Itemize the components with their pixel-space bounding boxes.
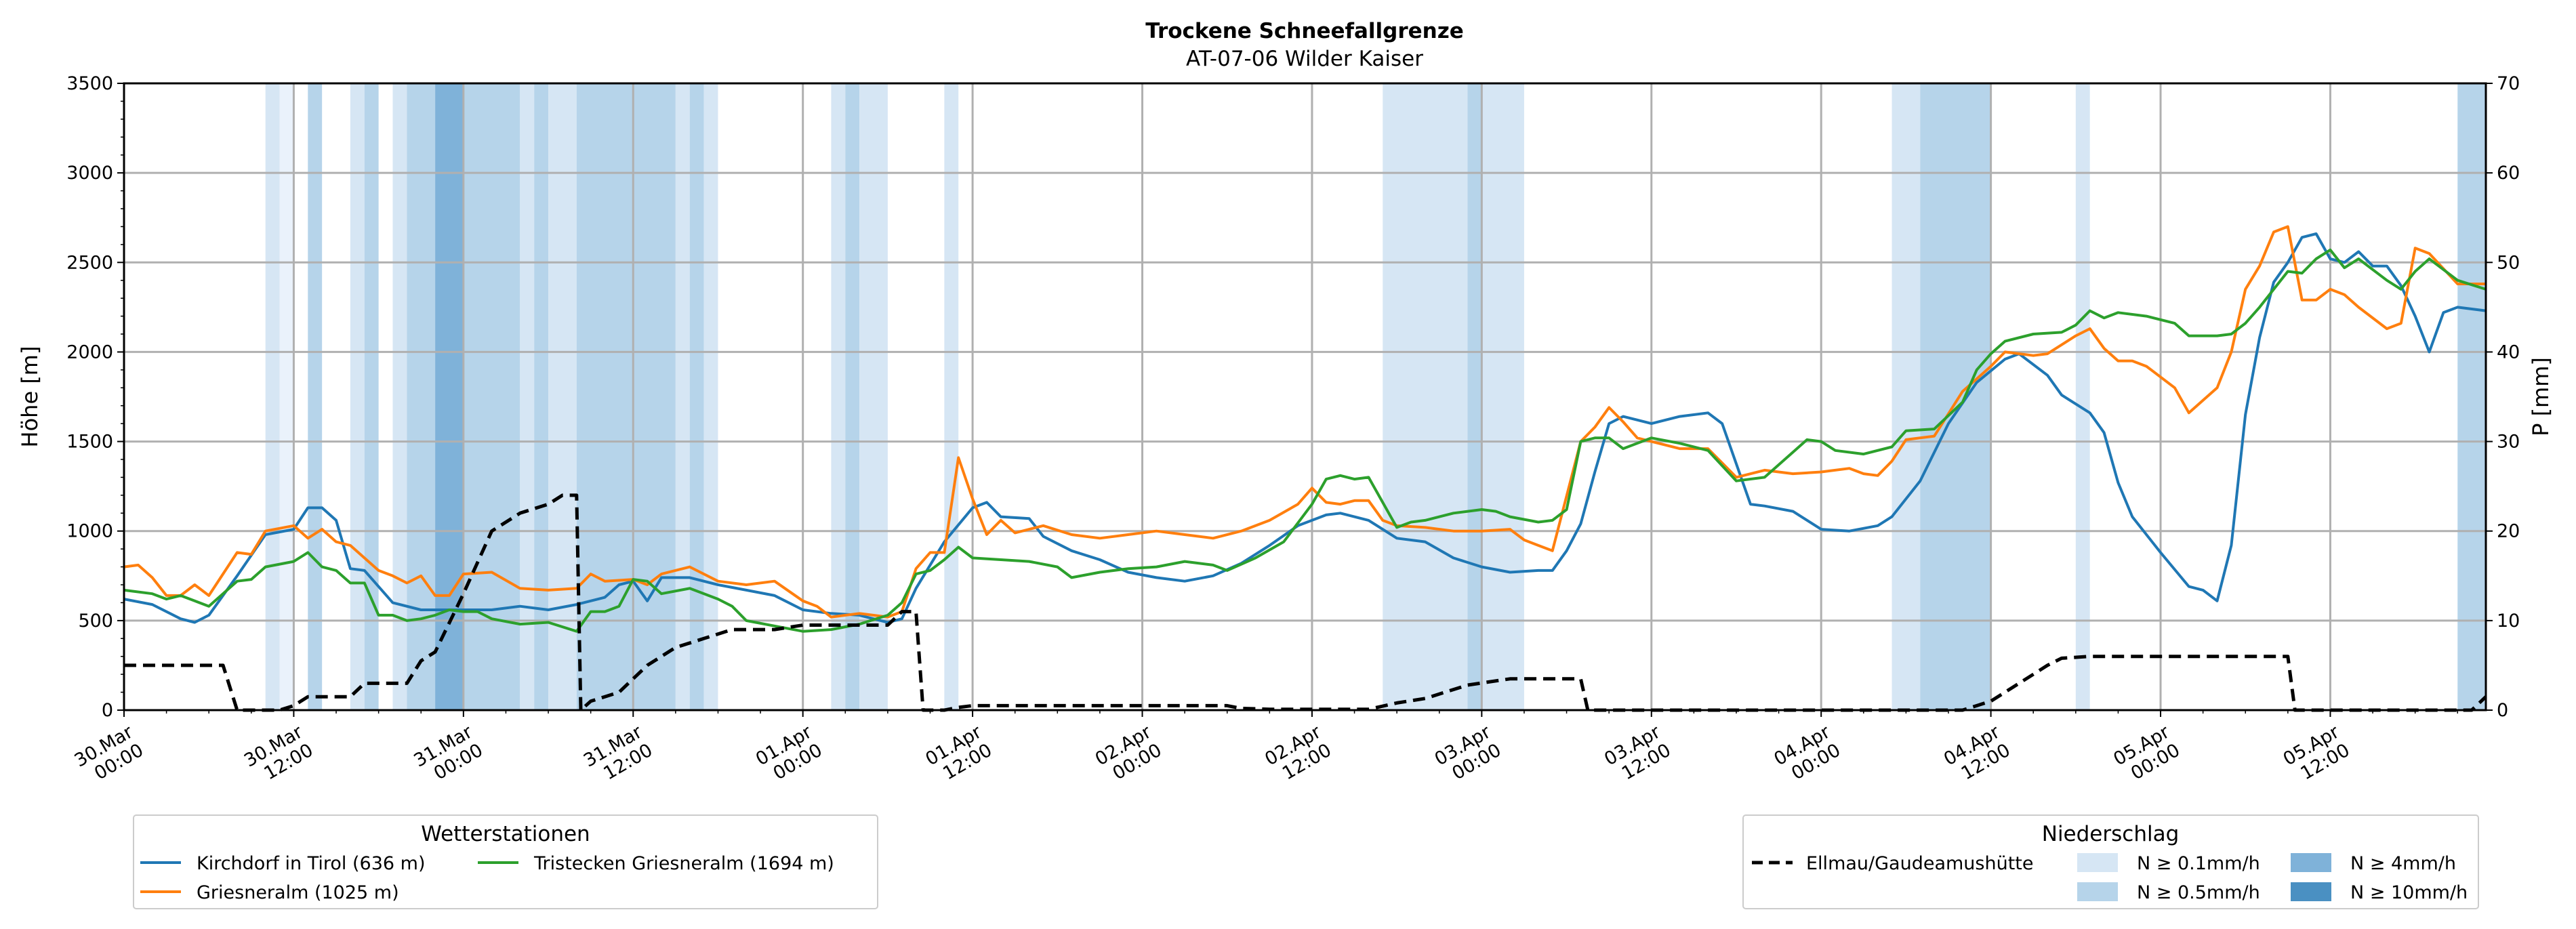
- precipitation-bands: [265, 83, 2486, 710]
- precip-band-20: [1383, 83, 1468, 710]
- precip-band-4: [364, 83, 379, 710]
- series-line-1: [123, 225, 2486, 619]
- precip-band-7: [435, 83, 464, 710]
- y-tick-label-0: 0: [102, 700, 113, 721]
- y-tick-label-1: 500: [78, 611, 113, 632]
- precip-band-24: [1920, 83, 1991, 710]
- y2-tick-label-1: 10: [2497, 611, 2520, 632]
- chart-title: Trockene Schneefallgrenze: [1145, 19, 1464, 43]
- y2-axis-label: P [mm]: [2528, 357, 2554, 436]
- legend-swatch-precip-0.5: [2077, 882, 2118, 901]
- y2-tick-label-3: 30: [2497, 432, 2520, 453]
- precip-band-0: [265, 83, 280, 710]
- precip-band-19: [944, 83, 959, 710]
- precip-band-5: [392, 83, 407, 710]
- precip-band-6: [407, 83, 436, 710]
- precip-band-17: [845, 83, 860, 710]
- y-tick-label-6: 3000: [66, 163, 113, 184]
- y-tick-label-2: 1000: [66, 521, 113, 542]
- y2-tick-label-4: 40: [2497, 342, 2520, 363]
- legend-label-precip-0.1: N ≥ 0.1mm/h: [2137, 853, 2260, 874]
- legend-label-ellmau: Ellmau/Gaudeamushütte: [1806, 853, 2033, 874]
- legend-swatch-precip-0.1: [2077, 853, 2118, 872]
- precip-band-22: [1481, 83, 1524, 710]
- y2-tick-label-7: 70: [2497, 73, 2520, 94]
- precip-band-14: [689, 83, 704, 710]
- precip-band-21: [1467, 83, 1482, 710]
- legend-niederschlag: Niederschlag Ellmau/Gaudeamushütte N ≥ 0…: [1742, 814, 2479, 909]
- legend-wetterstationen: Wetterstationen Kirchdorf in Tirol (636 …: [133, 814, 878, 909]
- legend-label-precip-10: N ≥ 10mm/h: [2350, 882, 2468, 903]
- precip-band-26: [2457, 83, 2486, 710]
- legend-label-griesneralm: Griesneralm (1025 m): [197, 882, 399, 903]
- chart-subtitle: AT-07-06 Wilder Kaiser: [1186, 47, 1423, 71]
- precip-band-15: [703, 83, 718, 710]
- precip-band-1: [279, 83, 294, 710]
- series-line-3: [124, 493, 2487, 712]
- precip-band-25: [2075, 83, 2090, 710]
- y2-tick-label-5: 50: [2497, 252, 2520, 273]
- legend-label-tristecken: Tristecken Griesneralm (1694 m): [533, 853, 834, 874]
- precip-band-18: [859, 83, 888, 710]
- y-tick-label-4: 2000: [66, 342, 113, 363]
- y-tick-label-7: 3500: [66, 73, 113, 94]
- y-tick-label-3: 1500: [66, 432, 113, 453]
- legend-wetterstationen-title: Wetterstationen: [421, 822, 590, 846]
- precip-band-10: [534, 83, 549, 710]
- precip-band-12: [576, 83, 676, 710]
- legend-niederschlag-title: Niederschlag: [2042, 822, 2180, 846]
- precip-band-3: [350, 83, 365, 710]
- legend-label-kirchdorf: Kirchdorf in Tirol (636 m): [197, 853, 425, 874]
- plot-frame: [123, 82, 2487, 711]
- precip-band-2: [308, 83, 323, 710]
- series-line-0: [123, 232, 2487, 624]
- legend-swatch-precip-10: [2291, 882, 2331, 901]
- legend-label-precip-0.5: N ≥ 0.5mm/h: [2137, 882, 2260, 903]
- precip-band-8: [463, 83, 520, 710]
- legend-label-precip-4: N ≥ 4mm/h: [2350, 853, 2456, 874]
- series-line-2: [123, 248, 2487, 633]
- y2-tick-label-0: 0: [2497, 700, 2508, 721]
- y2-tick-label-2: 20: [2497, 521, 2520, 542]
- legend-swatch-precip-4: [2291, 853, 2331, 872]
- precip-band-16: [831, 83, 846, 710]
- precip-band-9: [520, 83, 535, 710]
- precip-band-11: [548, 83, 577, 710]
- y2-tick-label-6: 60: [2497, 163, 2520, 184]
- precip-band-23: [1892, 83, 1921, 710]
- series-lines: [123, 225, 2487, 712]
- y-axis-label: Höhe [m]: [17, 346, 43, 448]
- y-tick-label-5: 2500: [66, 252, 113, 273]
- precip-band-13: [675, 83, 690, 710]
